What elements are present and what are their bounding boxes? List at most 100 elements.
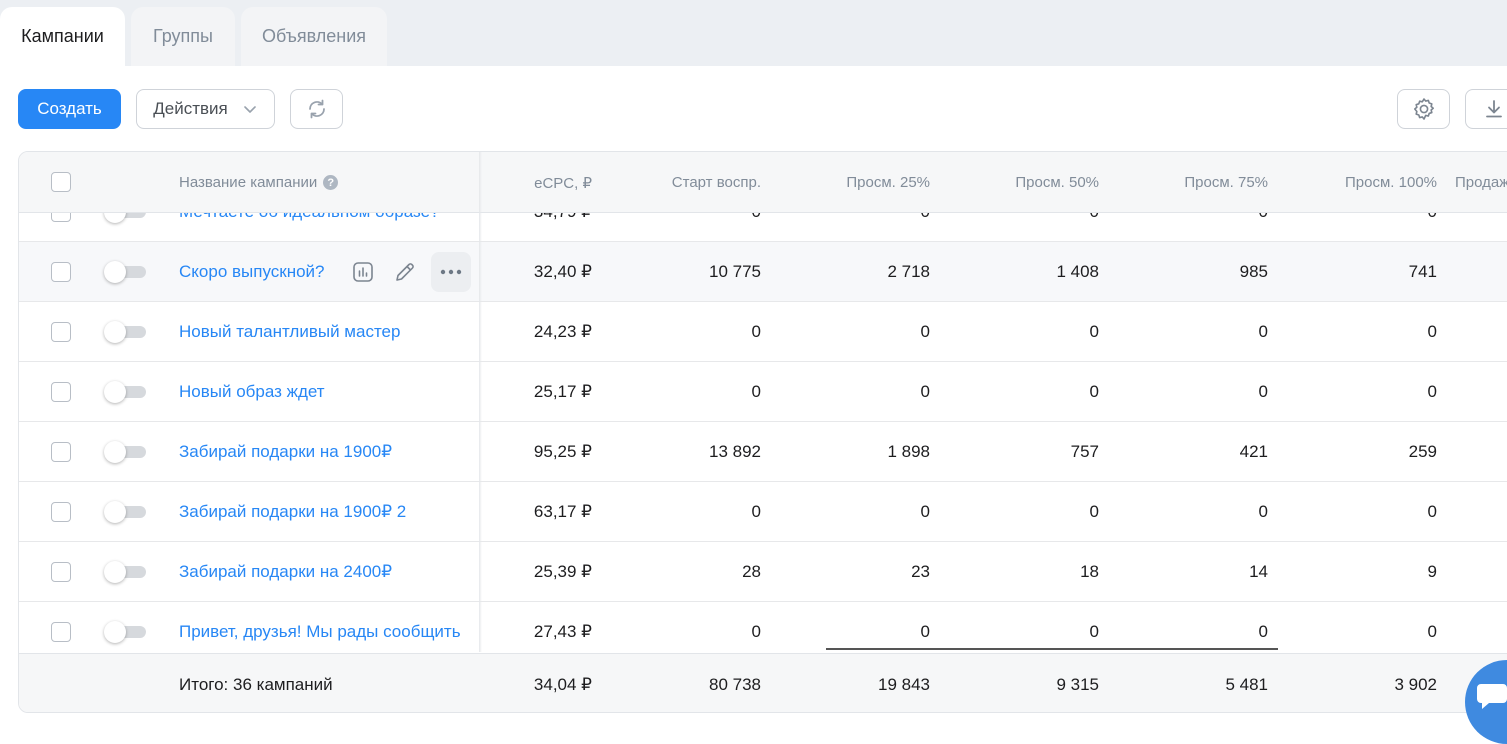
total-p75: 5 481 (1225, 674, 1268, 694)
tab-campaigns[interactable]: Кампании (0, 7, 125, 66)
campaign-name-link[interactable]: Забирай подарки на 1900₽ 2 (179, 502, 407, 521)
cell-p100: 0 (1427, 502, 1437, 521)
campaign-name-link[interactable]: Забирай подарки на 2400₽ (179, 562, 393, 581)
cell-p75: 0 (1258, 622, 1268, 641)
cell-p75: 985 (1239, 262, 1268, 281)
campaign-toggle[interactable] (104, 561, 148, 583)
column-header-p50[interactable]: Просм. 50% (1015, 174, 1099, 191)
cell-p100: 741 (1408, 262, 1437, 281)
cell-p100: 9 (1427, 562, 1437, 581)
statistics-icon[interactable] (351, 260, 375, 284)
cell-p50: 0 (1090, 213, 1099, 242)
table-row: Мечтаете об идеальном образе? 34,79 ₽ 0 … (19, 213, 1507, 242)
cell-p25: 0 (920, 622, 930, 641)
campaign-name-link[interactable]: Мечтаете об идеальном образе? (179, 213, 440, 242)
chevron-down-icon (243, 106, 256, 113)
row-checkbox[interactable] (51, 213, 71, 222)
campaign-name-link[interactable]: Новый образ ждет (179, 382, 325, 401)
row-checkbox[interactable] (51, 442, 71, 462)
cell-p100: 0 (1427, 322, 1437, 341)
cell-ecpc: 25,17 ₽ (533, 382, 592, 401)
tab-bar: Кампании Группы Объявления (0, 0, 1507, 66)
cell-p100: 0 (1427, 622, 1437, 641)
more-options-button[interactable] (431, 252, 471, 292)
cell-p75: 0 (1258, 502, 1268, 521)
table-settings-button[interactable] (1397, 89, 1450, 129)
cell-p75: 421 (1239, 442, 1268, 461)
cell-start: 28 (742, 562, 761, 581)
table-row: Скоро выпускной? 32,40 ₽ 10 775 2 718 1 … (19, 242, 1507, 302)
cell-p100: 0 (1427, 382, 1437, 401)
more-dots-icon (440, 269, 462, 275)
campaign-toggle[interactable] (104, 381, 148, 403)
totals-label: Итого: 36 кампаний (179, 674, 333, 694)
cell-p75: 0 (1258, 382, 1268, 401)
tab-groups[interactable]: Группы (131, 7, 235, 66)
row-checkbox[interactable] (51, 322, 71, 342)
column-header-start[interactable]: Старт воспр. (671, 174, 761, 191)
cell-p25: 0 (920, 382, 930, 401)
cell-p50: 0 (1089, 322, 1099, 341)
select-all-checkbox[interactable] (51, 172, 71, 192)
total-p50: 9 315 (1056, 674, 1099, 694)
column-header-p25[interactable]: Просм. 25% (846, 174, 930, 191)
column-header-sales[interactable]: Продаж (1455, 174, 1507, 191)
tab-ads[interactable]: Объявления (241, 7, 387, 66)
campaign-name-link[interactable]: Новый талантливый мастер (179, 322, 401, 341)
row-checkbox[interactable] (51, 262, 71, 282)
campaign-toggle[interactable] (104, 501, 148, 523)
row-checkbox[interactable] (51, 622, 71, 642)
cell-p25: 1 898 (887, 442, 930, 461)
frozen-column-divider (479, 152, 482, 652)
cell-p25: 2 718 (887, 262, 930, 281)
horizontal-scrollbar[interactable] (826, 648, 1278, 650)
cell-ecpc: 32,40 ₽ (533, 262, 592, 281)
table-row: Забирай подарки на 1900₽ 95,25 ₽ 13 892 … (19, 422, 1507, 482)
campaign-toggle[interactable] (104, 441, 148, 463)
table-body: Мечтаете об идеальном образе? 34,79 ₽ 0 … (19, 213, 1507, 653)
total-p100: 3 902 (1394, 674, 1437, 694)
table-footer-totals: Итого: 36 кампаний 34,04 ₽ 80 738 19 843… (19, 653, 1507, 712)
cell-start: 0 (751, 322, 761, 341)
edit-pencil-icon[interactable] (393, 260, 417, 284)
download-button[interactable] (1465, 89, 1507, 129)
refresh-button[interactable] (290, 89, 343, 129)
cell-p25: 23 (911, 562, 930, 581)
campaign-toggle[interactable] (104, 321, 148, 343)
campaign-toggle[interactable] (104, 621, 148, 643)
cell-start: 13 892 (709, 442, 761, 461)
campaign-name-link[interactable]: Скоро выпускной? (179, 262, 325, 281)
total-p25: 19 843 (878, 674, 930, 694)
cell-ecpc: 95,25 ₽ (533, 442, 592, 461)
cell-start: 10 775 (709, 262, 761, 281)
help-icon[interactable]: ? (323, 175, 339, 190)
cell-p25: 0 (920, 322, 930, 341)
cell-p75: 14 (1249, 562, 1268, 581)
cell-start: 0 (751, 622, 761, 641)
campaign-name-link[interactable]: Привет, друзья! Мы рады сообщить (179, 622, 461, 641)
column-header-ecpc[interactable]: eCPC, ₽ (534, 174, 592, 192)
table-row: Привет, друзья! Мы рады сообщить 27,43 ₽… (19, 602, 1507, 653)
row-checkbox[interactable] (51, 562, 71, 582)
column-header-name[interactable]: Название кампании ? (179, 152, 339, 213)
create-button[interactable]: Создать (18, 89, 121, 129)
cell-p50: 0 (1089, 502, 1099, 521)
column-header-p75[interactable]: Просм. 75% (1184, 174, 1268, 191)
row-checkbox[interactable] (51, 502, 71, 522)
cell-ecpc: 34,79 ₽ (534, 213, 592, 242)
actions-label: Действия (153, 99, 228, 118)
table-row: Забирай подарки на 1900₽ 2 63,17 ₽ 0 0 0… (19, 482, 1507, 542)
campaign-name-link[interactable]: Забирай подарки на 1900₽ (179, 442, 393, 461)
download-icon (1486, 100, 1502, 118)
table-row: Новый талантливый мастер 24,23 ₽ 0 0 0 0… (19, 302, 1507, 362)
cell-p25: 0 (921, 213, 930, 242)
row-checkbox[interactable] (51, 382, 71, 402)
cell-start: 0 (752, 213, 761, 242)
cell-ecpc: 27,43 ₽ (533, 622, 592, 641)
campaign-toggle[interactable] (104, 213, 148, 223)
cell-ecpc: 24,23 ₽ (533, 322, 592, 341)
campaign-toggle[interactable] (104, 261, 148, 283)
column-header-p100[interactable]: Просм. 100% (1345, 174, 1437, 191)
cell-ecpc: 25,39 ₽ (533, 562, 592, 581)
actions-dropdown[interactable]: Действия (136, 89, 275, 129)
